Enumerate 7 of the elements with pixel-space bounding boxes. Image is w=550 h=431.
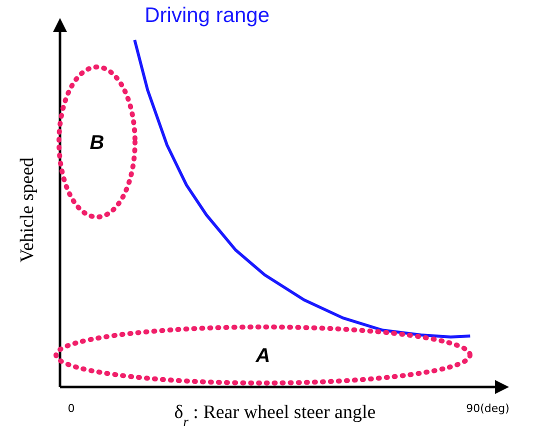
x-tick-label: 90(deg) <box>466 402 510 415</box>
x-axis-title: δ$_{r}$ : Rear wheel steer angle <box>174 402 376 428</box>
annotation: B <box>90 132 104 154</box>
series-label: Driving range <box>144 4 270 27</box>
x-tick-label: 0 <box>68 402 75 415</box>
y-axis-title: Vehicle speed <box>17 157 38 262</box>
annotation: A <box>254 345 270 367</box>
